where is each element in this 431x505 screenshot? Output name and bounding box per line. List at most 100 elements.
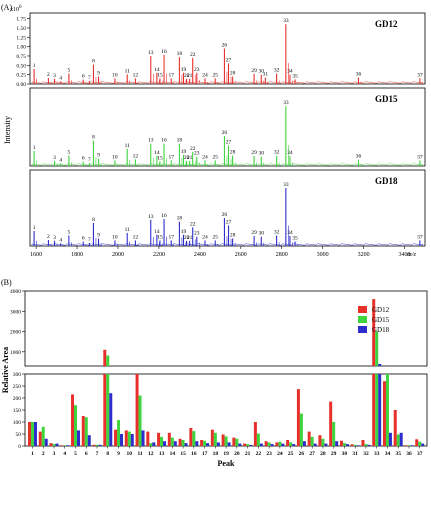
bar-x-tick-label: 27 (309, 451, 315, 457)
peak-label: 1 (33, 225, 36, 231)
upper-y-tick-label: 2000 (10, 330, 21, 336)
bar (206, 443, 210, 446)
bar-x-tick-label: 31 (352, 451, 358, 457)
bar-x-tick-label: 4 (63, 451, 66, 457)
bar (213, 432, 217, 446)
bar (361, 440, 365, 446)
peak-label: 14 (154, 67, 160, 73)
peak-label: 13 (148, 214, 154, 220)
lower-y-tick-label: 300 (13, 372, 22, 378)
baseline-trace (31, 243, 423, 246)
x-tick-label: 2200 (153, 252, 165, 258)
peak-label: 23 (194, 231, 200, 237)
bar (81, 416, 85, 446)
bar (396, 434, 400, 446)
bar (203, 440, 207, 446)
peak-label: 37 (417, 72, 423, 78)
bar (342, 443, 346, 446)
peak-label: 6 (82, 236, 85, 242)
peak-label: 11 (125, 227, 131, 233)
peak-label: 21 (187, 73, 193, 79)
y-tick-label: 0.25 (16, 73, 26, 79)
bar-x-tick-label: 8 (106, 451, 109, 457)
bar (170, 437, 174, 446)
bar (181, 440, 185, 446)
peak-label: 28 (230, 150, 236, 156)
bar (350, 444, 354, 446)
lower-y-tick-label: 150 (13, 408, 22, 414)
peak-label: 16 (161, 138, 167, 144)
bar (178, 438, 182, 446)
bar (210, 429, 214, 446)
bar (38, 431, 42, 446)
bar (278, 441, 282, 446)
legend-label: GD12 (372, 306, 390, 314)
peak-label: 18 (177, 138, 183, 144)
upper-y-tick-label: 4000 (10, 289, 21, 295)
bar-x-tick-label: 14 (170, 451, 176, 457)
peak-label: 1 (33, 145, 36, 151)
bar (92, 444, 96, 446)
peak-label: 25 (212, 72, 218, 78)
peak-label: 29 (251, 150, 257, 156)
peak-label: 30 (259, 231, 265, 237)
bar (259, 443, 263, 446)
bar (399, 432, 403, 446)
bar-x-tick-label: 26 (299, 451, 305, 457)
bar (103, 374, 107, 446)
baseline-trace (31, 81, 423, 84)
scale-label: x106 (10, 5, 22, 13)
peak-label: 2 (47, 234, 50, 240)
x-tick-label: 3000 (317, 252, 329, 258)
bar (388, 432, 392, 446)
peak-label: 5 (68, 68, 71, 74)
bar-x-tick-label: 13 (159, 451, 165, 457)
x-tick-label: 1600 (30, 252, 42, 258)
bar (114, 429, 118, 446)
bar (167, 432, 171, 446)
bar-x-tick-label: 3 (53, 451, 56, 457)
bar-upper (378, 363, 382, 366)
y-tick-label: 1.50 (16, 26, 26, 32)
bar (385, 374, 389, 446)
peak-label: 14 (154, 150, 160, 156)
peak-label: 28 (230, 71, 236, 77)
peak-label: 13 (148, 138, 154, 144)
bar (415, 439, 419, 446)
peak-label: 26 (222, 212, 228, 218)
bar (393, 410, 397, 446)
x-tick-label: 3400 (399, 252, 411, 258)
bar-y-axis-label: Relative Area (1, 347, 10, 393)
bar-x-axis-label: Peak (218, 459, 235, 468)
bar-x-tick-label: 1 (31, 451, 34, 457)
bar (124, 430, 128, 446)
peak-label: 22 (190, 221, 196, 227)
x-tick-label: 2800 (276, 252, 288, 258)
series-title: GD12 (375, 19, 398, 29)
bar (318, 435, 322, 446)
bar (310, 436, 314, 446)
peak-label: 6 (82, 156, 85, 162)
bar-x-tick-label: 7 (96, 451, 99, 457)
peak-label: 24 (202, 154, 208, 160)
peak-label: 8 (92, 59, 95, 65)
peak-label: 25 (212, 154, 218, 160)
legend-label: GD15 (372, 316, 390, 324)
bar (313, 443, 317, 446)
peak-label: 16 (161, 49, 167, 55)
y-tick-label: 1.00 (16, 45, 26, 51)
peak-label: 24 (202, 72, 208, 78)
peak-label: 22 (190, 52, 196, 58)
bar (407, 445, 411, 446)
peak-label: 10 (112, 234, 118, 240)
peak-label: 20 (184, 235, 190, 241)
peak-label: 26 (222, 43, 228, 49)
peak-label: 7 (88, 237, 91, 243)
bar (120, 434, 124, 446)
bar (192, 431, 196, 446)
bar (243, 443, 247, 446)
lower-y-tick-label: 0 (18, 444, 21, 450)
bar (235, 438, 239, 446)
spectrum-frame (29, 169, 426, 247)
